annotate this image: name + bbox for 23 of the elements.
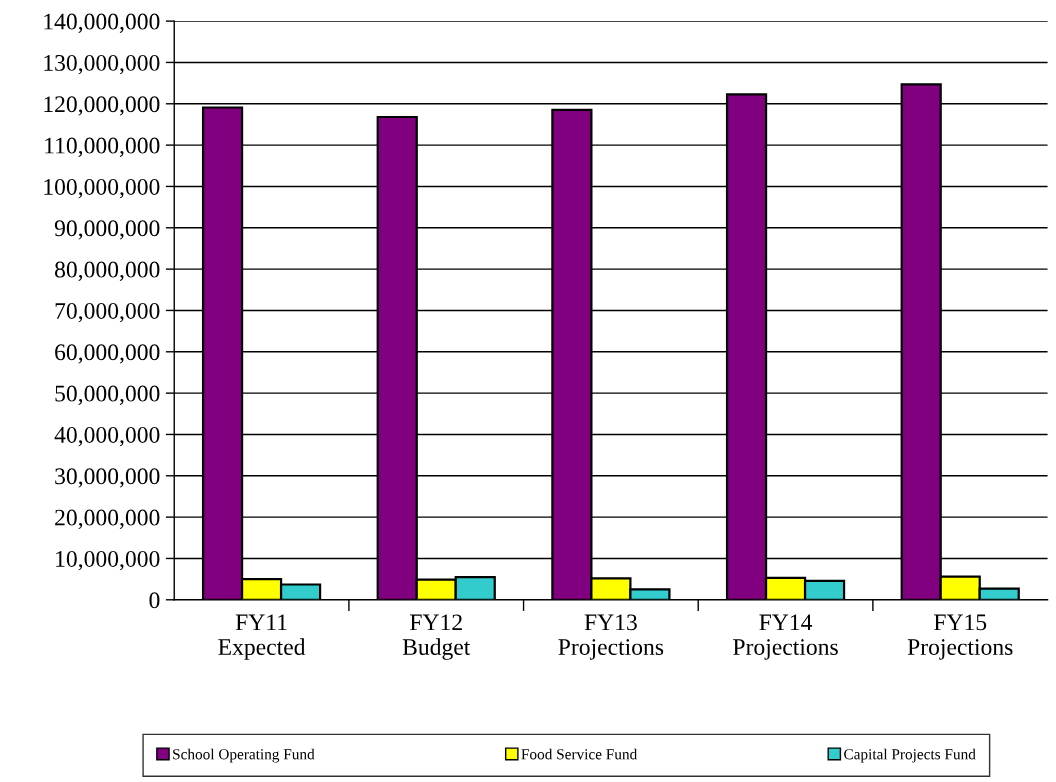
y-tick-label: 100,000,000 [44, 178, 160, 199]
y-tick-label: 20,000,000 [55, 509, 160, 529]
x-tick-label: FY12 Budget [402, 614, 471, 660]
legend-label: Capital Projects Fund [844, 748, 976, 763]
y-tick-label: 90,000,000 [54, 220, 160, 240]
y-tick-label: 0 [149, 592, 160, 609]
y-tick-label: 130,000,000 [44, 54, 160, 75]
y-tick-label: 140,000,000 [44, 13, 160, 33]
y-tick-label: 40,000,000 [54, 426, 160, 447]
x-tick-label: FY11 Expected [218, 614, 306, 660]
y-tick-label: 10,000,000 [56, 550, 160, 571]
y-tick-label: 80,000,000 [55, 261, 160, 281]
legend-label: Food Service Fund [521, 748, 638, 760]
y-tick-label: 60,000,000 [55, 344, 160, 364]
x-tick-label: FY14 Projections [733, 614, 838, 660]
x-tick-label: FY13 Projections [558, 614, 664, 660]
y-tick-label: 30,000,000 [55, 468, 160, 488]
legend-label: School Operating Fund [173, 748, 315, 763]
y-tick-label: 110,000,000 [45, 137, 160, 157]
x-tick-label: FY15 Projections [907, 614, 1013, 660]
y-tick-label: 50,000,000 [55, 385, 160, 405]
y-tick-label: 70,000,000 [55, 302, 160, 323]
y-tick-label: 120,000,000 [44, 96, 160, 116]
